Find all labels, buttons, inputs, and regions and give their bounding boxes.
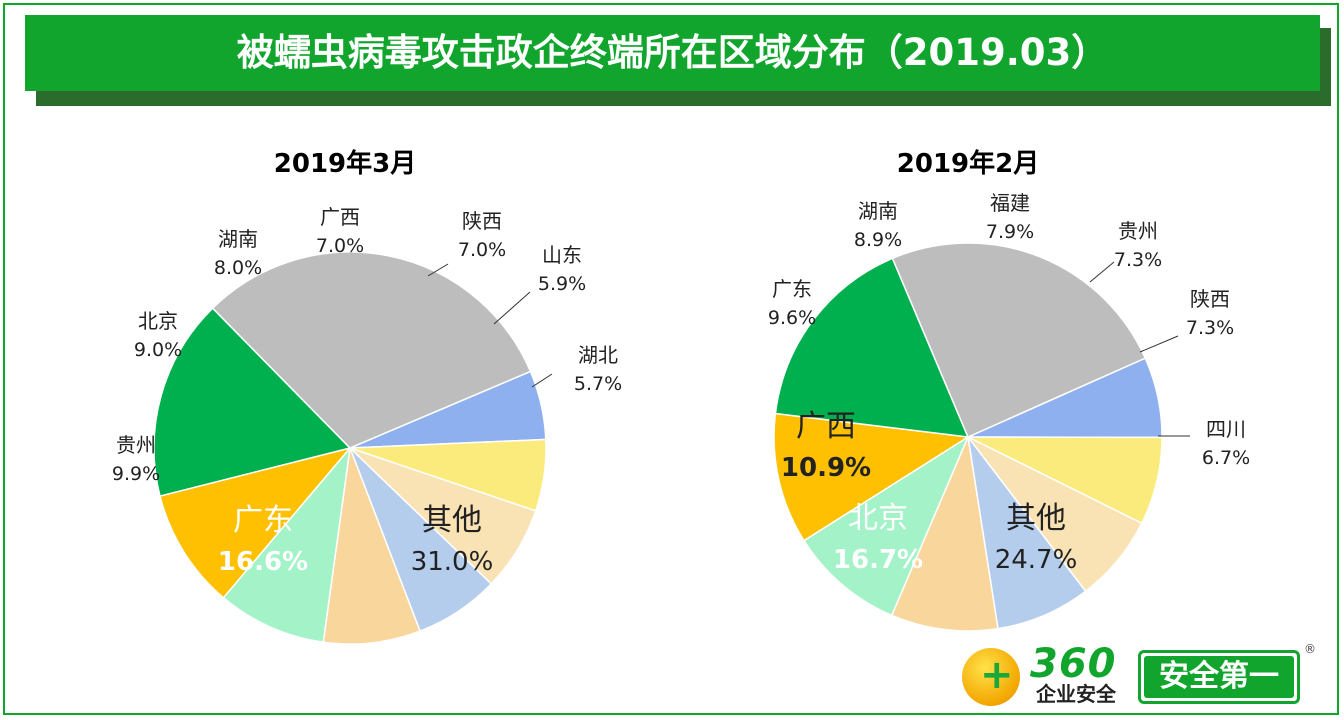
slice-label: 其他 (1006, 501, 1066, 536)
logo-circle-icon (962, 648, 1020, 706)
pie-slice (322, 447, 421, 645)
slice-value-label: 7.9% (986, 221, 1034, 243)
chart-title: 2019年2月 (897, 148, 1039, 179)
slice-value-label: 6.7% (1202, 447, 1250, 469)
slice-label: 北京 (138, 309, 178, 333)
pie-slice (891, 242, 1147, 438)
slice-value-label: 9.9% (112, 463, 160, 485)
slice-value-label: 8.9% (854, 229, 902, 251)
slice-label: 广西 (320, 205, 360, 229)
leader-line (427, 263, 449, 277)
slice-value-label: 9.0% (134, 339, 182, 361)
slice-label: 广东 (233, 503, 293, 538)
logo: + 360 企业安全 安全第一 ® (962, 641, 1316, 710)
slice-value-label: 7.3% (1114, 249, 1162, 271)
slice-value-label: 5.9% (538, 273, 586, 295)
slice-value-label: 9.6% (768, 307, 816, 329)
slice-value-label: 16.7% (833, 545, 923, 575)
slice-value-label: 7.0% (316, 235, 364, 257)
slice-label: 陕西 (1190, 287, 1230, 311)
slice-label: 贵州 (1118, 219, 1158, 243)
slide-frame (3, 3, 1339, 715)
pie-slice (159, 446, 353, 599)
pie-slice (967, 436, 1087, 630)
pie-slice (774, 257, 970, 438)
logo-badge: 安全第一 (1138, 650, 1300, 704)
slice-label: 广西 (796, 409, 856, 444)
page-title: 被蠕虫病毒攻击政企终端所在区域分布（2019.03） (25, 15, 1320, 91)
slice-value-label: 16.6% (218, 547, 308, 577)
slice-value-label: 24.7% (995, 545, 1078, 575)
slice-label: 湖南 (858, 199, 898, 223)
slice-label: 湖南 (218, 227, 258, 251)
chart-title: 2019年3月 (274, 148, 416, 179)
slice-value-label: 5.7% (574, 373, 622, 395)
slice-label: 广东 (772, 277, 812, 301)
plus-icon: + (980, 652, 1014, 698)
pie-slice (211, 251, 532, 449)
pie-slice (890, 434, 999, 632)
slice-label: 四川 (1206, 417, 1246, 441)
pie-slice (802, 435, 970, 617)
pie-slice (773, 412, 971, 542)
slice-label: 其他 (422, 503, 482, 538)
slice-label: 山东 (542, 243, 582, 267)
slice-label: 福建 (990, 191, 1030, 215)
leader-line (493, 291, 531, 325)
leader-line (1139, 335, 1179, 353)
registered-mark: ® (1304, 642, 1316, 656)
leader-line (1089, 261, 1115, 283)
slice-label: 贵州 (116, 433, 156, 457)
slice-label: 北京 (848, 501, 908, 536)
logo-subtitle: 企业安全 (1036, 682, 1116, 706)
slice-value-label: 7.3% (1186, 317, 1234, 339)
slice-value-label: 7.0% (458, 239, 506, 261)
pie-slice (222, 445, 352, 644)
slice-label: 陕西 (462, 209, 502, 233)
slice-value-label: 10.9% (781, 453, 871, 483)
slice-value-label: 31.0% (411, 547, 494, 577)
logo-number: 360 (1030, 641, 1117, 687)
pie-slice (153, 307, 352, 497)
slice-label: 湖北 (578, 343, 618, 367)
logo-badge-text: 安全第一 (1144, 656, 1294, 698)
slice-value-label: 8.0% (214, 257, 262, 279)
leader-line (531, 373, 553, 388)
